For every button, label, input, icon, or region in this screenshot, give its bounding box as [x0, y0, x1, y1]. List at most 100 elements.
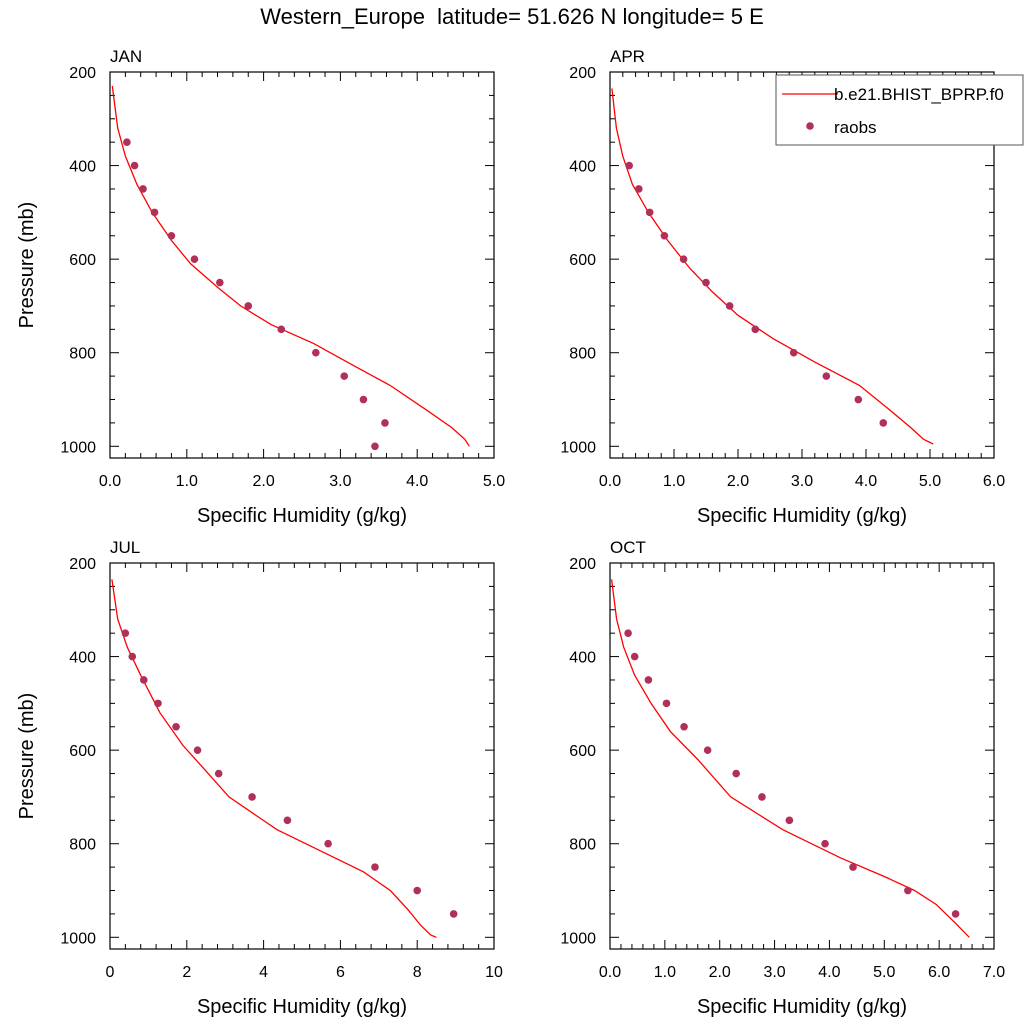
- y-tick-label: 400: [69, 650, 96, 667]
- obs-point: [312, 348, 320, 357]
- obs-point: [216, 278, 224, 287]
- obs-point: [277, 325, 286, 334]
- y-tick-label: 400: [69, 159, 96, 176]
- x-tick-label: 1.0: [176, 473, 198, 490]
- panel-oct: 0.0 1.0 2.0 3.0 4.0 5.0 6.0 7.0 200 400 600 800 1000…: [560, 538, 1005, 1018]
- obs-point: [139, 185, 147, 193]
- obs-point: [732, 769, 740, 778]
- y-tick-label: 200: [69, 65, 96, 82]
- obs-point: [139, 676, 148, 684]
- x-tick-label: 3.0: [763, 964, 785, 981]
- x-axis-title: Specific Humidity (g/kg): [197, 996, 407, 1018]
- obs-point: [645, 208, 654, 217]
- y-tick-label: 800: [569, 837, 596, 854]
- obs-point: [381, 419, 389, 427]
- obs-point: [371, 442, 379, 451]
- legend-obs-swatch: [806, 122, 814, 130]
- obs-point: [630, 652, 639, 661]
- y-tick-label: 400: [569, 650, 596, 667]
- y-tick-label: 800: [69, 837, 96, 854]
- obs-point: [660, 231, 669, 240]
- plot-frame: [109, 562, 495, 950]
- x-tick-label: 3.0: [791, 473, 813, 490]
- obs-point: [244, 302, 253, 310]
- y-tick-label: 600: [69, 743, 96, 760]
- model-series-line: [611, 88, 934, 445]
- x-axis-title: Specific Humidity (g/kg): [197, 505, 407, 527]
- obs-point: [128, 652, 137, 661]
- x-tick-label: 6.0: [928, 964, 950, 981]
- y-tick-label: 200: [69, 556, 96, 573]
- obs-point: [248, 793, 256, 801]
- x-tick-label: 0.0: [599, 473, 621, 490]
- x-tick-label: 4.0: [818, 964, 840, 981]
- obs-point: [340, 372, 349, 380]
- legend-box: [775, 74, 1024, 146]
- obs-point: [193, 746, 202, 754]
- obs-point: [190, 255, 199, 263]
- obs-point: [167, 231, 176, 240]
- obs-point: [413, 886, 422, 895]
- obs-point: [879, 419, 888, 427]
- x-tick-label: 2.0: [252, 473, 274, 490]
- model-series-line: [610, 579, 970, 938]
- obs-point: [371, 863, 379, 871]
- obs-point: [154, 699, 162, 708]
- y-tick-label: 1000: [60, 439, 96, 456]
- obs-point: [702, 278, 710, 287]
- x-tick-label: 2.0: [727, 473, 749, 490]
- x-tick-label: 7.0: [983, 964, 1005, 981]
- obs-point: [625, 161, 633, 170]
- x-axis-title: Specific Humidity (g/kg): [697, 996, 907, 1018]
- obs-point: [679, 255, 688, 263]
- plot-frame: [609, 562, 995, 950]
- panel-label-jan: JAN: [110, 47, 142, 66]
- obs-point: [172, 722, 180, 731]
- obs-point: [449, 910, 458, 918]
- obs-point: [751, 325, 760, 334]
- obs-point: [854, 395, 863, 404]
- y-axis-title: Pressure (mb): [16, 202, 38, 329]
- obs-point: [789, 348, 798, 357]
- obs-point: [758, 793, 766, 801]
- x-axis-title: Specific Humidity (g/kg): [697, 505, 907, 527]
- obs-point: [123, 138, 131, 146]
- obs-point: [130, 161, 139, 170]
- x-tick-label: 3.0: [329, 473, 351, 490]
- x-tick-label: 0.0: [99, 473, 121, 490]
- x-tick-label: 4: [259, 964, 268, 981]
- y-tick-label: 400: [569, 159, 596, 176]
- obs-point: [662, 699, 671, 708]
- y-tick-label: 200: [569, 556, 596, 573]
- x-tick-label: 6.0: [983, 473, 1005, 490]
- y-tick-label: 600: [69, 252, 96, 269]
- obs-point: [951, 910, 960, 918]
- obs-point: [785, 816, 794, 825]
- obs-point: [324, 839, 332, 848]
- x-tick-label: 10: [485, 964, 503, 981]
- panel-label-jul: JUL: [110, 538, 140, 557]
- x-tick-label: 2: [182, 964, 191, 981]
- obs-point: [214, 769, 223, 778]
- y-tick-label: 1000: [560, 930, 596, 947]
- obs-point: [725, 302, 734, 310]
- y-tick-label: 1000: [560, 439, 596, 456]
- x-tick-label: 1.0: [654, 964, 676, 981]
- x-tick-label: 4.0: [855, 473, 877, 490]
- y-tick-label: 1000: [60, 930, 96, 947]
- obs-point: [703, 746, 712, 754]
- model-series-line: [111, 579, 437, 938]
- y-tick-label: 200: [569, 65, 596, 82]
- obs-point: [680, 722, 688, 731]
- plot-frame: [109, 71, 495, 459]
- obs-point: [821, 839, 829, 848]
- obs-point: [849, 863, 857, 871]
- legend-model-label: b.e21.BHIST_BPRP.f0: [834, 85, 1004, 104]
- x-tick-label: 1.0: [663, 473, 685, 490]
- obs-point: [904, 886, 912, 895]
- panel-jan: 0.0 1.0 2.0 3.0 4.0 5.0 200 400 600 800 1000 Specif…: [16, 47, 505, 527]
- y-axis-title: Pressure (mb): [16, 693, 38, 820]
- x-tick-label: 4.0: [406, 473, 428, 490]
